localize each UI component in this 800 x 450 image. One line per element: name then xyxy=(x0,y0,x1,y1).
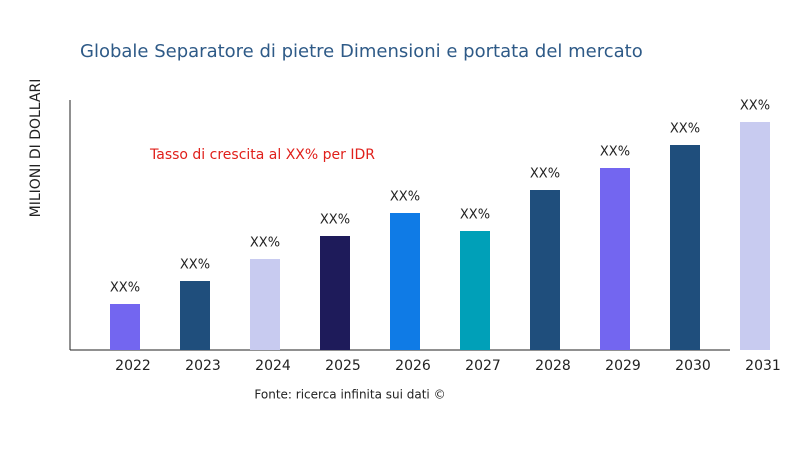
value-label: XX% xyxy=(320,213,350,228)
x-tick-label: 2028 xyxy=(535,358,571,374)
x-tick-label: 2024 xyxy=(255,358,291,374)
x-tick-label: 2025 xyxy=(325,358,361,374)
bar xyxy=(670,145,700,350)
value-label: XX% xyxy=(390,190,420,205)
annotation: Tasso di crescita al XX% per IDR xyxy=(149,147,375,163)
x-tick-label: 2030 xyxy=(675,358,711,374)
value-label: XX% xyxy=(740,99,770,114)
y-axis-label: MILIONI DI DOLLARI xyxy=(28,79,44,218)
value-label: XX% xyxy=(530,167,560,182)
bar xyxy=(390,213,420,350)
x-tick-label: 2022 xyxy=(115,358,151,374)
value-label: XX% xyxy=(600,145,630,160)
bar xyxy=(530,190,560,350)
value-label: XX% xyxy=(670,122,700,137)
x-tick-label: 2023 xyxy=(185,358,221,374)
bar xyxy=(250,259,280,350)
x-tick-label: 2029 xyxy=(605,358,641,374)
chart-title: Globale Separatore di pietre Dimensioni … xyxy=(80,41,643,62)
value-label: XX% xyxy=(460,208,490,223)
x-tick-label: 2026 xyxy=(395,358,431,374)
bar xyxy=(320,236,350,350)
bar xyxy=(600,168,630,350)
source: Fonte: ricerca infinita sui dati © xyxy=(254,388,445,402)
bar xyxy=(740,122,770,350)
value-label: XX% xyxy=(110,281,140,296)
x-tick-label: 2027 xyxy=(465,358,501,374)
bar xyxy=(110,304,140,350)
x-tick-label: 2031 xyxy=(745,358,781,374)
value-label: XX% xyxy=(180,258,210,273)
bar xyxy=(180,281,210,350)
value-label: XX% xyxy=(250,236,280,251)
bar xyxy=(460,231,490,350)
